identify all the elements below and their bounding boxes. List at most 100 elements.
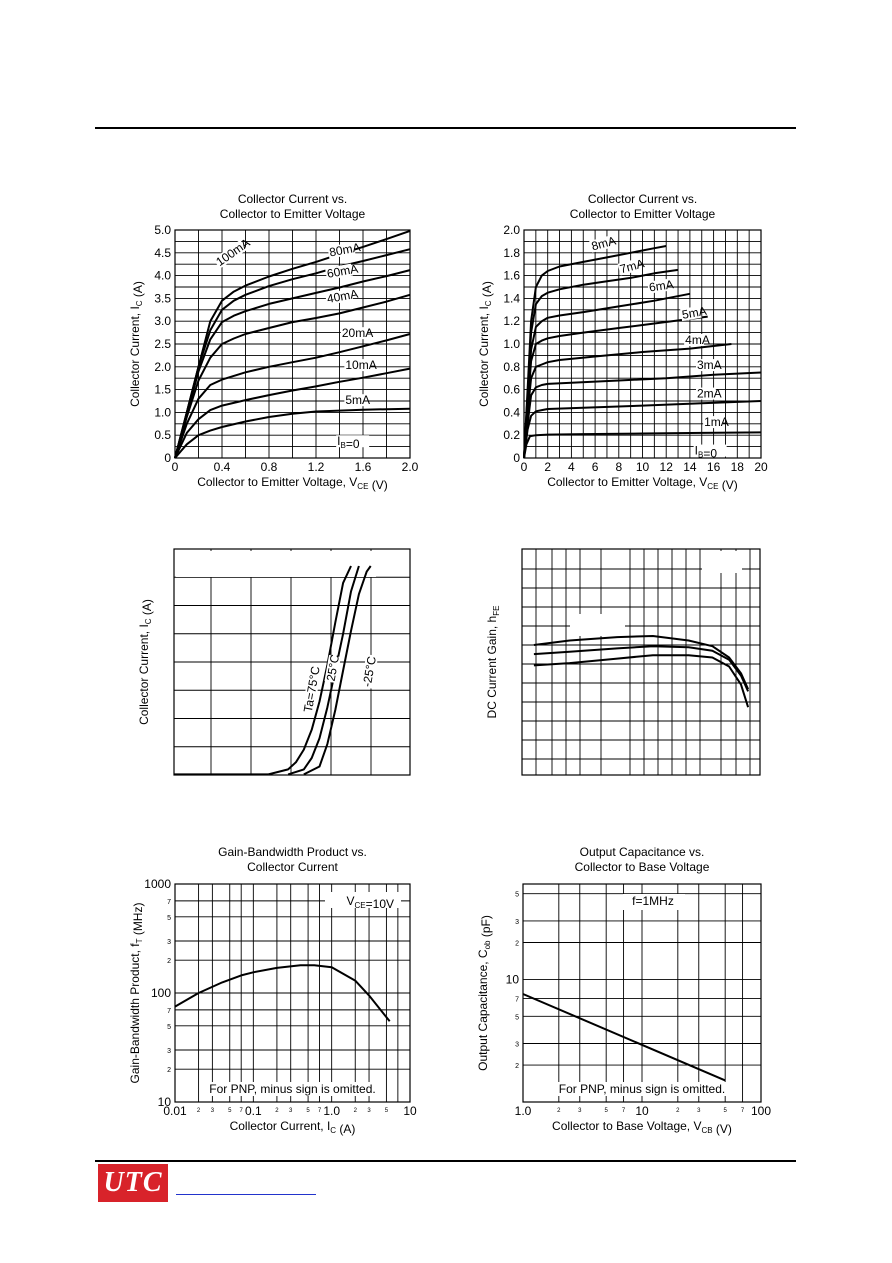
x-minor-tick-label: 3 <box>697 1108 701 1114</box>
chart-c4: DC Current Gain, hFE <box>485 548 761 776</box>
x-minor-tick-label: 3 <box>211 1108 215 1114</box>
curve-label: 7mA <box>618 256 645 276</box>
y-tick-label: 0.6 <box>503 383 520 397</box>
curve-label-bg <box>301 666 322 715</box>
curve-label-bg <box>344 394 365 407</box>
chart-condition: f=1MHz <box>632 894 674 908</box>
x-axis-label: Collector to Emitter Voltage, VCE (V) <box>547 475 738 492</box>
series-line <box>303 565 372 776</box>
x-minor-tick-label: 2 <box>676 1108 680 1114</box>
y-tick-label: 1.6 <box>503 269 520 283</box>
curve-label: 4mA <box>685 333 710 347</box>
y-axis-label: Collector Current, IC (A) <box>137 599 154 725</box>
x-axis-label: Collector Current, IC (A) <box>230 1119 356 1136</box>
y-axis-label: Gain-Bandwidth Product, fT (MHz) <box>128 903 145 1084</box>
footer-rule <box>95 1160 796 1162</box>
y-minor-tick-label: 7 <box>515 996 519 1003</box>
footer-link-underline[interactable] <box>176 1194 316 1195</box>
curve-label-bg <box>360 654 379 689</box>
y-tick-label: 1.0 <box>503 337 520 351</box>
x-minor-tick-label: 2 <box>197 1108 201 1114</box>
curve-label: 5mA <box>681 304 708 322</box>
grid <box>522 549 760 775</box>
x-minor-tick-label: 5 <box>724 1108 728 1114</box>
y-tick-label: 0.5 <box>154 428 171 442</box>
y-tick-label: 1.2 <box>503 314 520 328</box>
x-tick-label: 0.4 <box>214 460 231 474</box>
curve-label-bg <box>680 305 702 322</box>
y-minor-tick-label: 3 <box>167 1048 171 1055</box>
x-minor-tick-label: 7 <box>741 1108 745 1114</box>
series-line <box>523 431 762 459</box>
curve-label: 5mA <box>345 393 370 407</box>
y-minor-tick-label: 3 <box>167 939 171 946</box>
chart-c5: Gain-Bandwidth Product vs.Collector Curr… <box>128 845 417 1136</box>
note-bg <box>550 1082 734 1096</box>
curve-label-bg <box>336 435 370 448</box>
y-minor-tick-label: 5 <box>515 892 519 899</box>
curve-label: 20mA <box>342 326 373 340</box>
curve-label: 6mA <box>648 277 674 294</box>
y-tick-label: 0.8 <box>503 360 520 374</box>
x-tick-label: 2 <box>544 460 551 474</box>
curve-label: 25°C <box>324 653 343 682</box>
x-minor-tick-label: 3 <box>367 1108 371 1114</box>
x-tick-label: 8 <box>615 460 622 474</box>
curve-label-bg <box>344 359 371 372</box>
x-tick-label: 12 <box>660 460 674 474</box>
note-bg <box>200 1082 385 1096</box>
y-tick-label: 2.0 <box>503 223 520 237</box>
y-tick-label: 1000 <box>144 877 171 891</box>
y-axis-label: Collector Current, IC (A) <box>128 281 145 407</box>
curve-label-bg <box>696 387 716 400</box>
curve-label: -25°C <box>360 655 379 688</box>
label-mask <box>623 894 685 910</box>
chart-title: Collector Current vs. <box>238 192 347 206</box>
chart-c6: Output Capacitance vs.Collector to Base … <box>476 845 771 1136</box>
x-minor-tick-label: 5 <box>385 1108 389 1114</box>
chart-note: For PNP, minus sign is omitted. <box>209 1082 376 1096</box>
y-tick-label: 2.0 <box>154 360 171 374</box>
curve-label: 8mA <box>590 234 617 254</box>
y-tick-label: 0 <box>164 451 171 465</box>
y-tick-label: 10 <box>158 1095 172 1109</box>
x-minor-tick-label: 3 <box>289 1108 293 1114</box>
x-tick-label: 1.6 <box>355 460 372 474</box>
x-tick-label: 1.0 <box>515 1104 532 1118</box>
label-mask <box>325 892 401 908</box>
x-minor-tick-label: 7 <box>622 1108 626 1114</box>
y-tick-label: 2.5 <box>154 337 171 351</box>
chart-c3: Ta=75°C 25°C -25°C Collector Current, IC (A… <box>137 548 411 776</box>
plot-frame <box>521 548 761 776</box>
x-minor-tick-label: 5 <box>228 1108 232 1114</box>
x-tick-label: 0.1 <box>245 1104 262 1118</box>
y-tick-label: 3.5 <box>154 291 171 305</box>
curve-label: 1mA <box>704 415 729 429</box>
x-tick-label: 10 <box>635 1104 649 1118</box>
header-rule <box>95 127 796 129</box>
y-minor-tick-label: 3 <box>515 919 519 926</box>
curve-label: IB=0 <box>337 434 360 451</box>
logo-text: UTC <box>103 1167 163 1198</box>
y-tick-label: 10 <box>506 972 520 986</box>
y-minor-tick-label: 7 <box>167 899 171 906</box>
curve-label-bg <box>647 279 669 294</box>
x-tick-label: 10 <box>636 460 650 474</box>
x-minor-tick-label: 5 <box>605 1108 609 1114</box>
curve-label: 60mA <box>326 262 359 281</box>
x-tick-label: 0.8 <box>261 460 278 474</box>
y-minor-tick-label: 2 <box>515 1063 519 1070</box>
curve-label-bg <box>589 235 612 253</box>
series-line <box>523 315 708 459</box>
x-minor-tick-label: 3 <box>578 1108 582 1114</box>
chart-title: Collector Current <box>247 860 338 874</box>
y-minor-tick-label: 5 <box>167 915 171 922</box>
x-minor-tick-label: 2 <box>275 1108 279 1114</box>
x-minor-tick-label: 7 <box>318 1108 322 1114</box>
series-line <box>174 964 391 1022</box>
y-minor-tick-label: 5 <box>167 1024 171 1031</box>
series-line <box>268 565 352 776</box>
curve-label-bg <box>325 263 354 281</box>
